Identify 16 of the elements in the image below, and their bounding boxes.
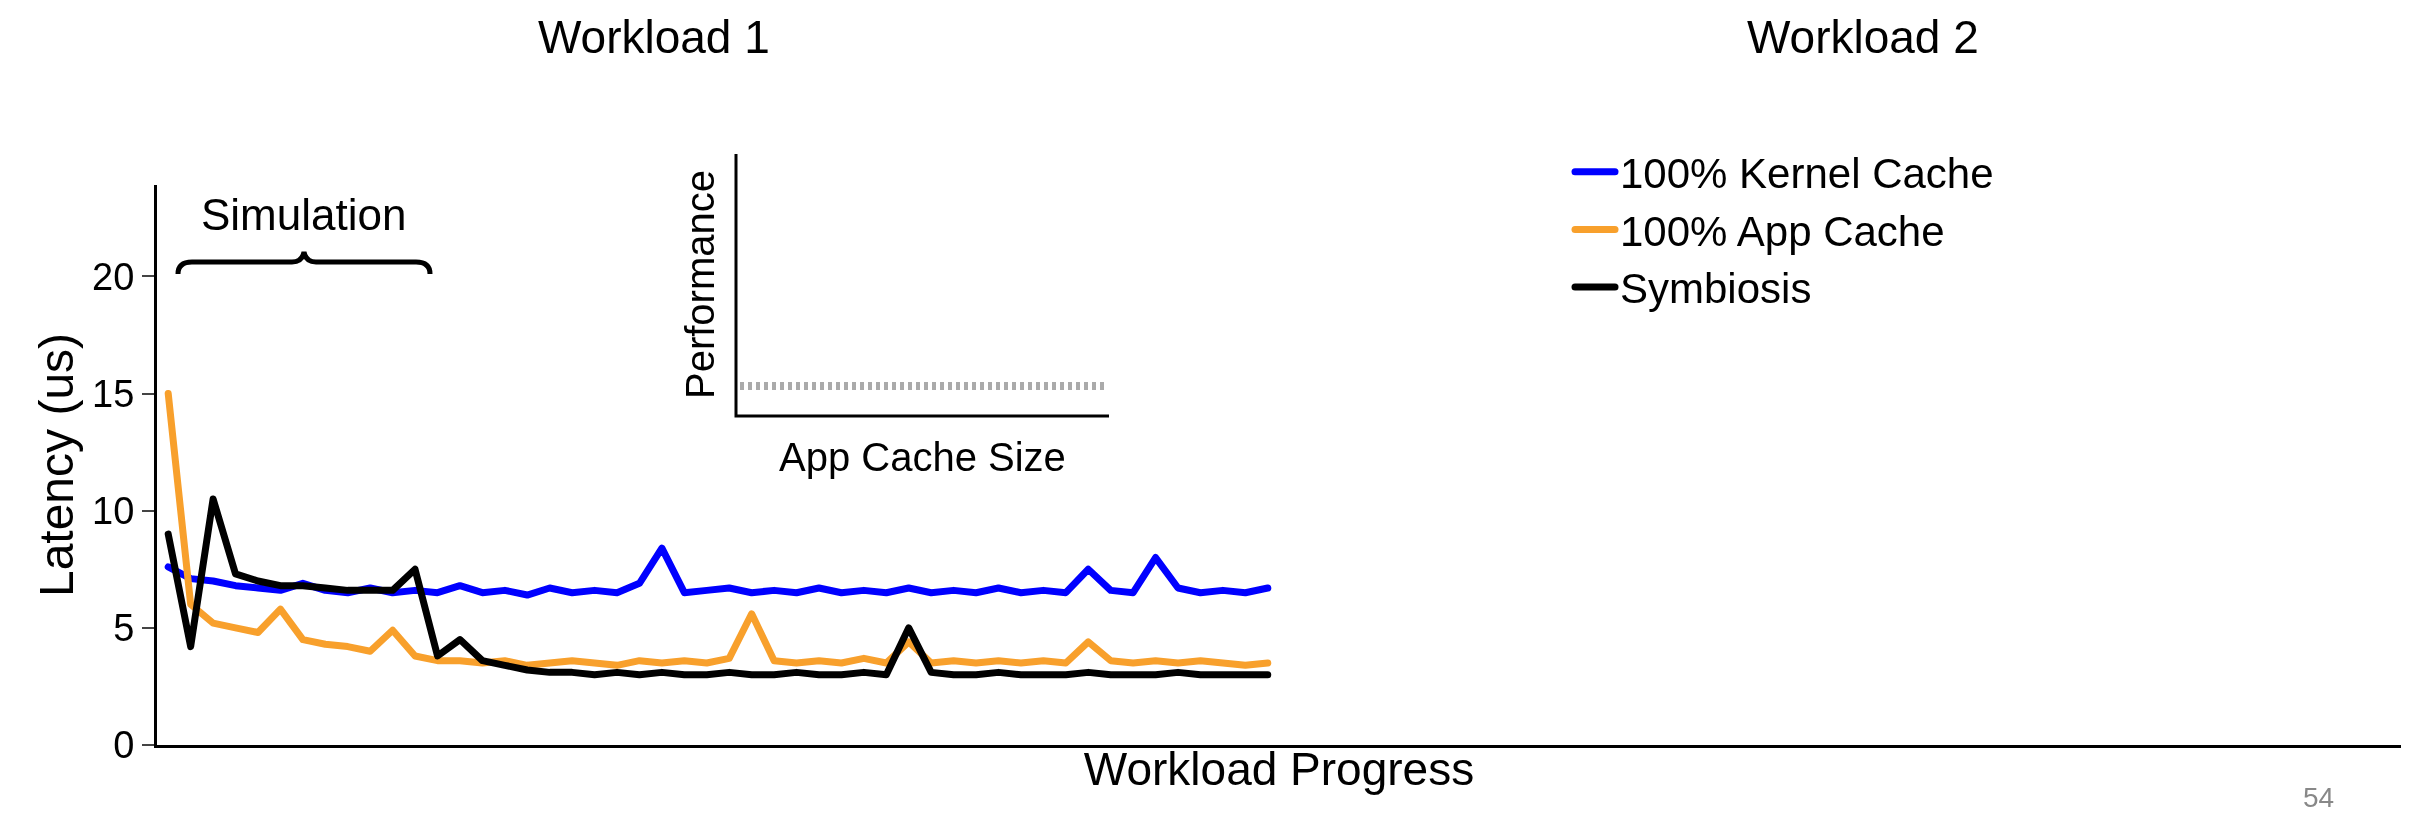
y-tick-label: 10: [92, 489, 135, 532]
legend-label: 100% App Cache: [1620, 207, 1945, 255]
legend-label: Symbiosis: [1620, 265, 1812, 313]
annotation: App Cache Size: [779, 435, 1066, 479]
y-tick-label: 15: [92, 372, 135, 415]
annotation: Performance: [678, 170, 722, 399]
text: Workload 1: [538, 11, 770, 63]
legend-label: 100% Kernel Cache: [1620, 150, 1994, 198]
x-axis-title: Workload Progress: [1083, 743, 1475, 796]
y-tick-label: 0: [113, 724, 135, 767]
annotation: Simulation: [201, 190, 407, 239]
text: 54: [2303, 782, 2335, 813]
y-tick-label: 5: [113, 607, 135, 650]
y-axis-title: Latency (us): [29, 332, 83, 598]
text: Workload 2: [1747, 11, 1979, 63]
y-tick-label: 20: [92, 255, 135, 298]
